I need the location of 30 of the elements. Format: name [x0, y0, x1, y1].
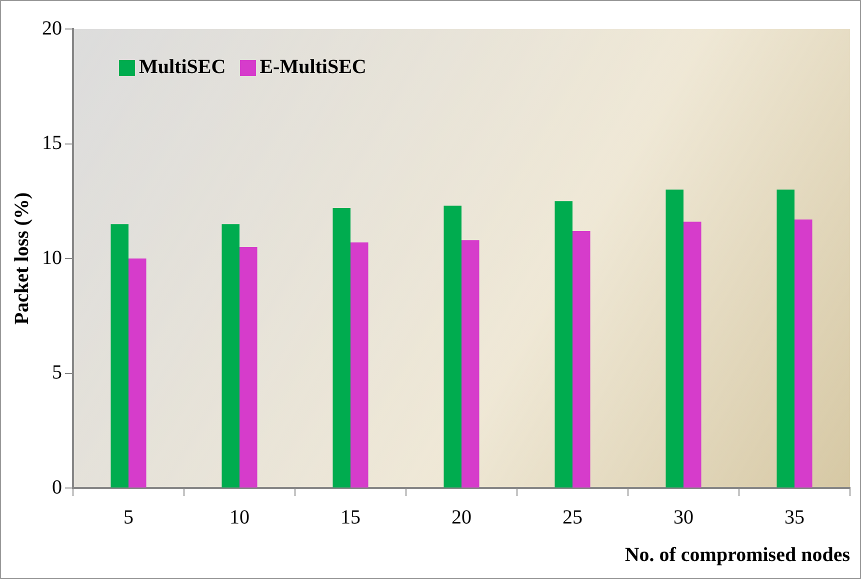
bar [128, 258, 146, 488]
bar [554, 201, 572, 488]
y-tick-label: 0 [52, 476, 62, 498]
x-axis-title: No. of compromised nodes [624, 544, 850, 566]
legend-label: E-MultiSEC [260, 56, 366, 79]
bar [666, 190, 684, 488]
bar [350, 242, 368, 488]
y-tick-label: 20 [42, 17, 62, 40]
bar [240, 247, 258, 488]
x-tick-label: 15 [340, 506, 360, 528]
legend-label: MultiSEC [139, 56, 226, 79]
y-axis-title: Packet loss (%) [11, 192, 34, 325]
x-tick-label: 10 [230, 506, 250, 528]
bar [332, 208, 350, 488]
y-tick-label: 15 [42, 132, 62, 154]
bar [110, 224, 128, 488]
y-tick-label: 5 [52, 362, 62, 384]
bar [776, 190, 794, 488]
x-tick-label: 35 [784, 506, 804, 528]
y-tick-label: 10 [42, 246, 62, 269]
bar [572, 230, 590, 488]
bar [684, 222, 702, 488]
bar [444, 206, 462, 488]
x-tick-label: 30 [674, 506, 694, 528]
bar [794, 219, 812, 488]
bar [462, 240, 480, 488]
bar [222, 224, 240, 488]
x-tick-label: 25 [562, 506, 582, 528]
x-tick-label: 5 [124, 506, 134, 528]
x-tick-label: 20 [452, 506, 472, 528]
